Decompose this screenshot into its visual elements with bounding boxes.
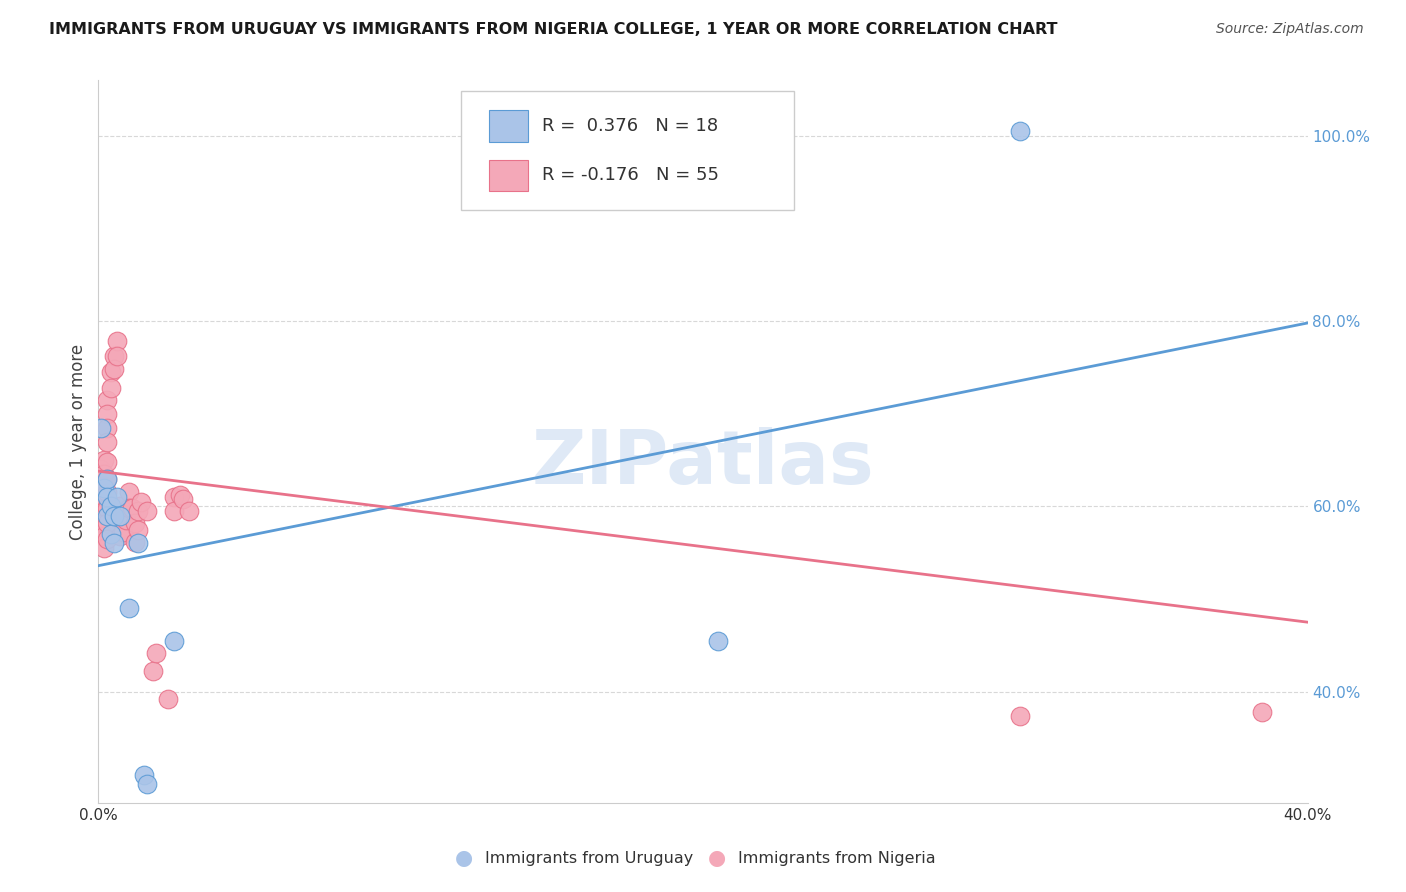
Point — [96, 420, 118, 434]
Point — [118, 601, 141, 615]
Point — [108, 513, 131, 527]
Point — [93, 490, 115, 504]
Point — [707, 633, 730, 648]
Text: Source: ZipAtlas.com: Source: ZipAtlas.com — [1216, 22, 1364, 37]
Point — [90, 420, 112, 434]
Point — [169, 488, 191, 502]
Point — [1010, 124, 1032, 138]
Point — [124, 534, 146, 549]
Point — [127, 523, 149, 537]
Point — [163, 490, 186, 504]
Point — [103, 536, 125, 550]
Point — [1010, 708, 1032, 723]
Point — [100, 500, 122, 514]
Point — [135, 504, 157, 518]
Text: ZIPatlas: ZIPatlas — [531, 426, 875, 500]
Point — [96, 472, 118, 486]
Point — [129, 494, 152, 508]
Point — [96, 490, 118, 504]
Point — [96, 508, 118, 523]
Text: IMMIGRANTS FROM URUGUAY VS IMMIGRANTS FROM NIGERIA COLLEGE, 1 YEAR OR MORE CORRE: IMMIGRANTS FROM URUGUAY VS IMMIGRANTS FR… — [49, 22, 1057, 37]
Point — [111, 525, 134, 540]
Point — [96, 485, 118, 500]
Point — [105, 349, 128, 363]
Point — [156, 692, 179, 706]
Point — [121, 501, 143, 516]
Text: Immigrants from Nigeria: Immigrants from Nigeria — [738, 851, 936, 865]
Point — [111, 507, 134, 521]
Point — [90, 494, 112, 508]
Point — [127, 536, 149, 550]
Point — [163, 633, 186, 648]
Point — [172, 491, 194, 506]
Point — [93, 529, 115, 543]
FancyBboxPatch shape — [461, 91, 793, 211]
Point — [108, 529, 131, 543]
Text: Immigrants from Uruguay: Immigrants from Uruguay — [485, 851, 693, 865]
Point — [135, 777, 157, 791]
Point — [100, 527, 122, 541]
Point — [108, 508, 131, 523]
Point — [179, 504, 201, 518]
Point — [118, 501, 141, 516]
Point — [118, 485, 141, 500]
Point — [93, 479, 115, 493]
Point — [105, 334, 128, 349]
Text: R = -0.176   N = 55: R = -0.176 N = 55 — [543, 167, 720, 185]
Text: ●: ● — [709, 848, 725, 868]
Point — [127, 504, 149, 518]
Point — [163, 504, 186, 518]
Point — [103, 508, 125, 523]
Text: R =  0.376   N = 18: R = 0.376 N = 18 — [543, 117, 718, 135]
Point — [1251, 705, 1274, 719]
Point — [93, 504, 115, 518]
Point — [96, 501, 118, 516]
Bar — [489, 160, 527, 191]
Point — [114, 513, 136, 527]
Point — [142, 665, 165, 679]
Point — [105, 490, 128, 504]
Y-axis label: College, 1 year or more: College, 1 year or more — [69, 343, 87, 540]
Point — [100, 365, 122, 379]
Point — [93, 541, 115, 555]
Point — [96, 407, 118, 421]
Point — [90, 462, 112, 476]
Point — [96, 532, 118, 546]
Point — [93, 481, 115, 495]
Point — [96, 392, 118, 407]
Point — [103, 349, 125, 363]
Point — [103, 362, 125, 376]
Point — [96, 472, 118, 486]
Point — [90, 516, 112, 530]
Point — [100, 381, 122, 395]
Text: ●: ● — [456, 848, 472, 868]
Point — [90, 472, 112, 486]
Point — [93, 453, 115, 467]
Point — [96, 516, 118, 530]
Point — [96, 434, 118, 449]
Bar — [489, 111, 527, 142]
Point — [96, 455, 118, 469]
Point — [132, 768, 155, 782]
Point — [90, 483, 112, 497]
Point — [90, 504, 112, 518]
Point — [93, 516, 115, 530]
Point — [93, 467, 115, 481]
Point — [145, 646, 167, 660]
Point — [124, 516, 146, 530]
Point — [108, 500, 131, 514]
